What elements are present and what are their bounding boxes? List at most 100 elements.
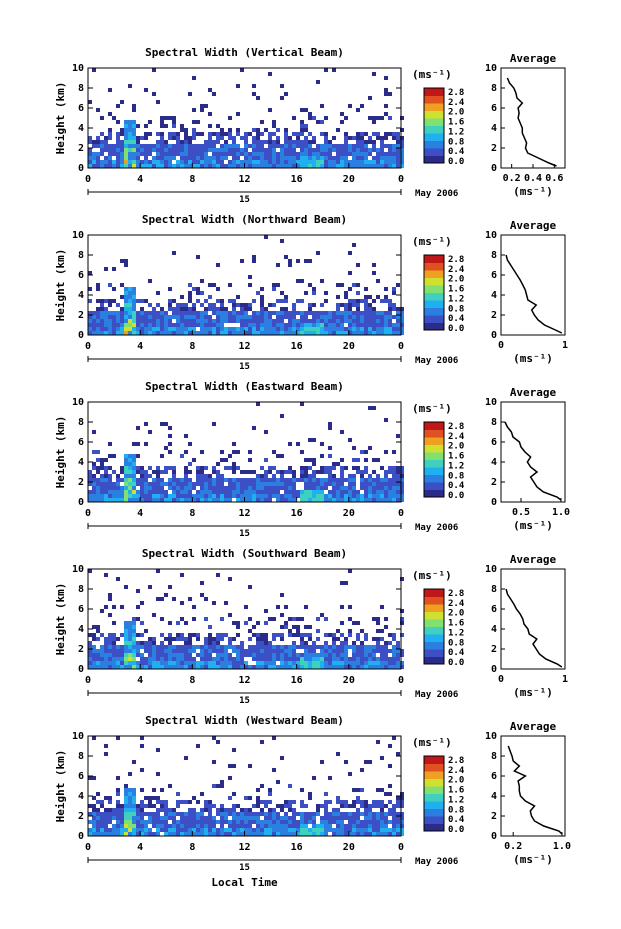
field-cell (364, 144, 368, 148)
profile-y-tick-label: 8 (491, 751, 497, 762)
field-cell (148, 279, 152, 283)
field-cell (244, 156, 248, 160)
field-cell (348, 303, 352, 307)
field-cell (284, 160, 288, 164)
field-cell (256, 136, 260, 140)
field-cell (124, 152, 128, 156)
field-cell (368, 665, 372, 669)
field-cell (336, 665, 340, 669)
field-cell (228, 128, 232, 132)
field-cell (160, 454, 164, 458)
field-cell (96, 287, 100, 291)
field-cell (308, 466, 312, 470)
field-cell (296, 645, 300, 649)
field-cell (364, 152, 368, 156)
field-cell (332, 148, 336, 152)
field-cell (288, 156, 292, 160)
field-cell (352, 820, 356, 824)
field-cell (112, 621, 116, 625)
field-cell (380, 327, 384, 331)
field-cell (288, 323, 292, 327)
field-cell (360, 486, 364, 490)
field-cell (160, 323, 164, 327)
field-cell (144, 148, 148, 152)
field-cell (164, 816, 168, 820)
field-cell (208, 315, 212, 319)
field-cell (156, 303, 160, 307)
field-cell (236, 319, 240, 323)
field-cell (288, 649, 292, 653)
field-cell (344, 148, 348, 152)
field-cell (276, 144, 280, 148)
field-cell (396, 152, 400, 156)
field-cell (88, 160, 92, 164)
field-cell (296, 319, 300, 323)
field-cell (324, 315, 328, 319)
field-cell (252, 486, 256, 490)
field-cell (148, 164, 152, 168)
field-cell (124, 482, 128, 486)
field-cell (232, 478, 236, 482)
field-cell (232, 303, 236, 307)
field-cell (364, 311, 368, 315)
field-cell (228, 311, 232, 315)
field-cell (236, 112, 240, 116)
field-cell (336, 148, 340, 152)
field-cell (188, 665, 192, 669)
field-cell (176, 812, 180, 816)
field-cell (120, 140, 124, 144)
field-cell (364, 287, 368, 291)
field-cell (308, 637, 312, 641)
field-cell (376, 621, 380, 625)
field-cell (232, 482, 236, 486)
field-cell (304, 148, 308, 152)
field-cell (204, 315, 208, 319)
field-cell (216, 287, 220, 291)
field-cell (220, 299, 224, 303)
field-cell (212, 466, 216, 470)
field-cell (396, 800, 400, 804)
field-cell (300, 327, 304, 331)
field-cell (336, 482, 340, 486)
field-cell (332, 490, 336, 494)
field-cell (252, 315, 256, 319)
panel-1: Spectral Width (Vertical Beam)0246810Hei… (54, 46, 566, 205)
field-cell (104, 637, 108, 641)
field-cell (120, 645, 124, 649)
field-cell (284, 311, 288, 315)
field-cell (104, 319, 108, 323)
field-cell (172, 327, 176, 331)
field-cell (400, 621, 404, 625)
field-cell (248, 152, 252, 156)
field-cell (188, 498, 192, 502)
field-cell (160, 136, 164, 140)
field-cell (352, 458, 356, 462)
field-cell (368, 164, 372, 168)
field-cell (232, 148, 236, 152)
field-cell (396, 140, 400, 144)
field-cell (288, 661, 292, 665)
field-cell (156, 140, 160, 144)
field-cell (368, 406, 372, 410)
field-cell (364, 498, 368, 502)
field-cell (172, 152, 176, 156)
field-cell (96, 816, 100, 820)
field-cell (348, 307, 352, 311)
y-tick-label: 8 (78, 751, 84, 762)
field-cell (388, 661, 392, 665)
field-cell (372, 319, 376, 323)
field-cell (184, 820, 188, 824)
field-cell (368, 148, 372, 152)
field-cell (376, 637, 380, 641)
field-cell (136, 311, 140, 315)
field-cell (184, 315, 188, 319)
field-cell (156, 156, 160, 160)
field-cell (144, 327, 148, 331)
field-cell (324, 319, 328, 323)
field-cell (320, 498, 324, 502)
field-cell (168, 287, 172, 291)
field-cell (236, 824, 240, 828)
field-cell (328, 633, 332, 637)
field-cell (156, 152, 160, 156)
field-cell (96, 486, 100, 490)
